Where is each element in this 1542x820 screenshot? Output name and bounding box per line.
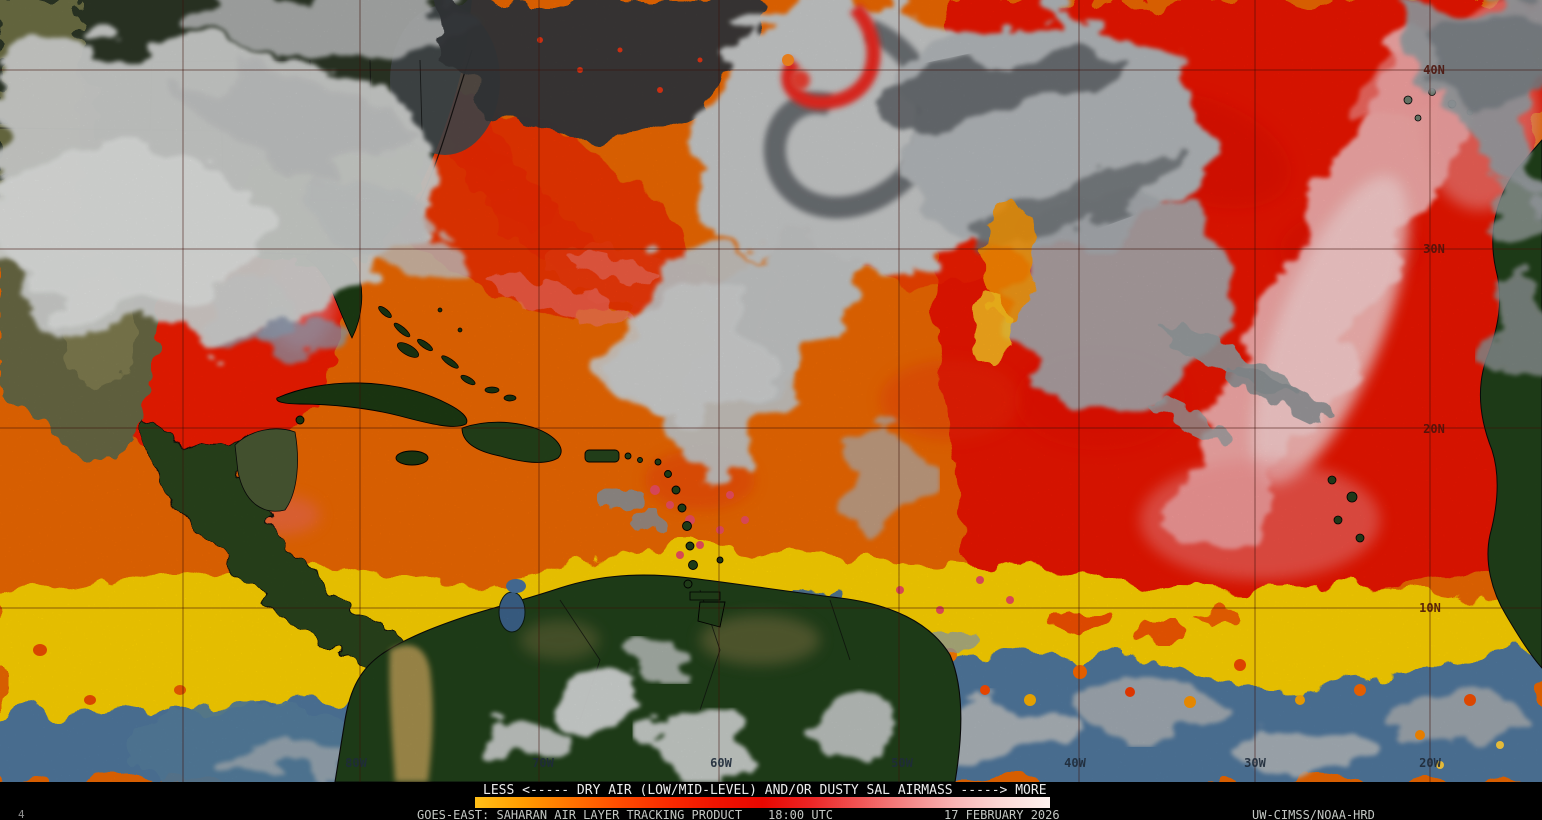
longitude-labels: 80W 70W 60W 50W 40W 30W 20W <box>345 756 1441 770</box>
product-date: 17 FEBRUARY 2026 <box>944 808 1060 820</box>
lat-label-10n: 10N <box>1419 601 1441 615</box>
lat-label-20n: 20N <box>1423 422 1445 436</box>
product-credit: UW-CIMSS/NOAA-HRD <box>1252 808 1375 820</box>
lon-label-80w: 80W <box>345 756 367 770</box>
product-credit-row: 4 GOES-EAST: SAHARAN AIR LAYER TRACKING … <box>0 808 1542 820</box>
sal-colorbar <box>475 797 1050 808</box>
annotation-bar: LESS <----- DRY AIR (LOW/MID-LEVEL) AND/… <box>0 782 1542 820</box>
lon-label-60w: 60W <box>710 756 732 770</box>
satellite-map-canvas: 40N 30N 20N 10N 80W 70W 60W 50W 40W 30W … <box>0 0 1542 782</box>
lon-label-30w: 30W <box>1244 756 1266 770</box>
lon-label-70w: 70W <box>532 756 554 770</box>
lon-label-20w: 20W <box>1419 756 1441 770</box>
lat-lon-grid <box>0 0 1542 782</box>
lat-label-30n: 30N <box>1423 242 1445 256</box>
lat-label-40n: 40N <box>1423 63 1445 77</box>
satellite-map: 40N 30N 20N 10N 80W 70W 60W 50W 40W 30W … <box>0 0 1542 782</box>
latitude-labels: 40N 30N 20N 10N <box>1419 63 1445 615</box>
product-time: 18:00 UTC <box>768 808 834 820</box>
product-title: GOES-EAST: SAHARAN AIR LAYER TRACKING PR… <box>417 808 743 820</box>
sal-scale-legend: LESS <----- DRY AIR (LOW/MID-LEVEL) AND/… <box>483 783 1047 798</box>
texture-overlay <box>0 0 1542 782</box>
lon-label-40w: 40W <box>1064 756 1086 770</box>
lon-label-50w: 50W <box>891 756 913 770</box>
frame-number: 4 <box>18 808 25 820</box>
